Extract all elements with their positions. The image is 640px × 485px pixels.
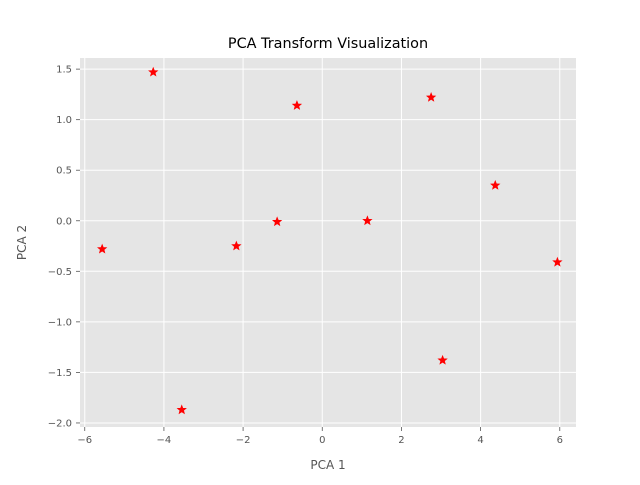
x-tick-label: −2 bbox=[236, 435, 251, 446]
y-tick-label: 1.0 bbox=[56, 115, 72, 126]
y-axis-title: PCA 2 bbox=[15, 225, 29, 260]
data-point-star bbox=[425, 92, 437, 102]
data-point-star bbox=[437, 354, 448, 365]
y-tick-label: −1.0 bbox=[48, 317, 72, 328]
data-point-star bbox=[148, 66, 159, 77]
x-axis-title: PCA 1 bbox=[310, 458, 345, 472]
chart-title: PCA Transform Visualization bbox=[228, 36, 428, 52]
y-tick-label: −1.5 bbox=[48, 368, 72, 379]
x-tick-label: 6 bbox=[557, 435, 563, 446]
data-point-star bbox=[490, 179, 501, 190]
y-tick-label: −2.0 bbox=[48, 418, 72, 429]
y-tick-label: −0.5 bbox=[48, 267, 72, 278]
y-tick-label: 1.5 bbox=[56, 65, 72, 76]
data-point-star bbox=[271, 216, 283, 227]
axis-ticks: −6 −4 −2 0 2 4 6 −2.0 −1.5 −1.0 −0.5 0.0 0.5 1.0 1.5 bbox=[48, 65, 563, 446]
y-tick-label: 0.5 bbox=[56, 166, 72, 177]
plot-area bbox=[80, 58, 576, 427]
x-tick-label: 0 bbox=[319, 435, 325, 446]
x-tick-label: 2 bbox=[398, 435, 404, 446]
data-point-star bbox=[552, 256, 563, 267]
x-tick-label: −6 bbox=[77, 435, 92, 446]
data-point-star bbox=[97, 243, 108, 254]
data-point-star bbox=[362, 215, 373, 226]
grid-lines bbox=[80, 58, 576, 427]
data-points bbox=[97, 66, 563, 415]
y-tick-label: 0.0 bbox=[56, 216, 72, 227]
data-point-star bbox=[291, 100, 303, 110]
data-point-star bbox=[231, 240, 242, 251]
x-tick-label: 4 bbox=[477, 435, 483, 446]
data-point-star bbox=[176, 404, 187, 415]
x-tick-label: −4 bbox=[157, 435, 172, 446]
